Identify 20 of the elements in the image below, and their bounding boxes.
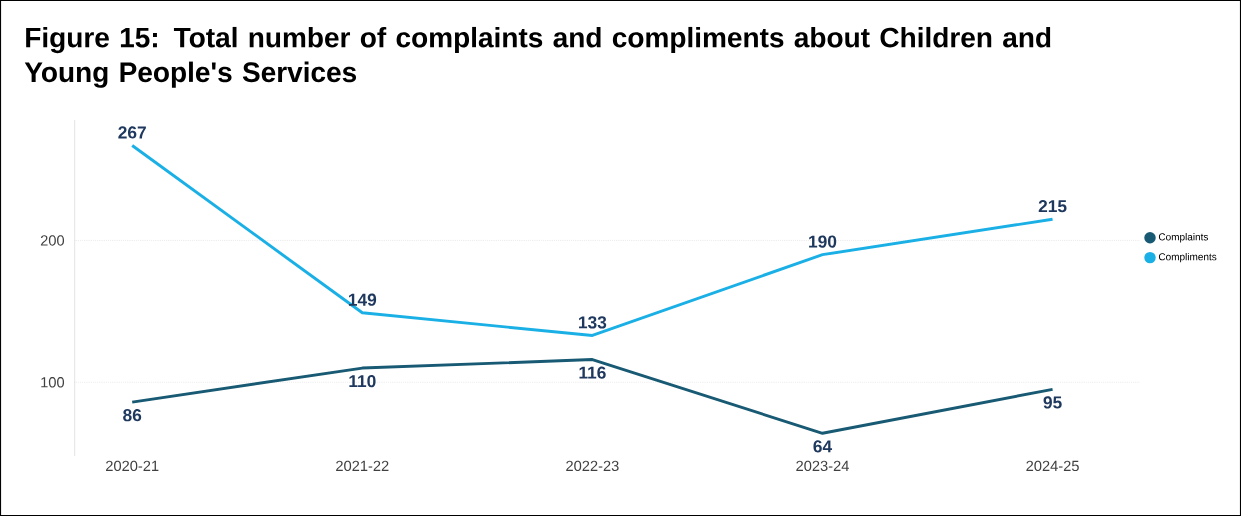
- x-tick-label: 2022-23: [566, 460, 619, 472]
- data-label: 110: [349, 375, 376, 388]
- x-tick-label: 2023-24: [796, 460, 849, 472]
- data-label: 149: [348, 293, 377, 306]
- data-label: 190: [809, 235, 837, 248]
- y-tick-label: 100: [41, 377, 65, 388]
- legend-label: Complaints: [1158, 233, 1209, 243]
- x-tick-label: 2024-25: [1026, 460, 1079, 472]
- data-label: 133: [579, 316, 607, 329]
- data-label: 86: [123, 409, 142, 422]
- data-label: 64: [813, 440, 833, 453]
- x-tick-label: 2020-21: [106, 460, 159, 472]
- x-tick-label: 2021-22: [336, 460, 389, 472]
- chart-title: Figure 15: Total number of complaints and compliments about Children and Young People's Services: [24, 26, 1051, 88]
- data-label: 215: [1038, 200, 1067, 213]
- data-label: 116: [579, 366, 606, 379]
- data-label: 267: [118, 126, 146, 139]
- legend-label: Compliments: [1158, 253, 1217, 263]
- y-tick-label: 200: [40, 235, 65, 246]
- data-label: 95: [1043, 396, 1062, 409]
